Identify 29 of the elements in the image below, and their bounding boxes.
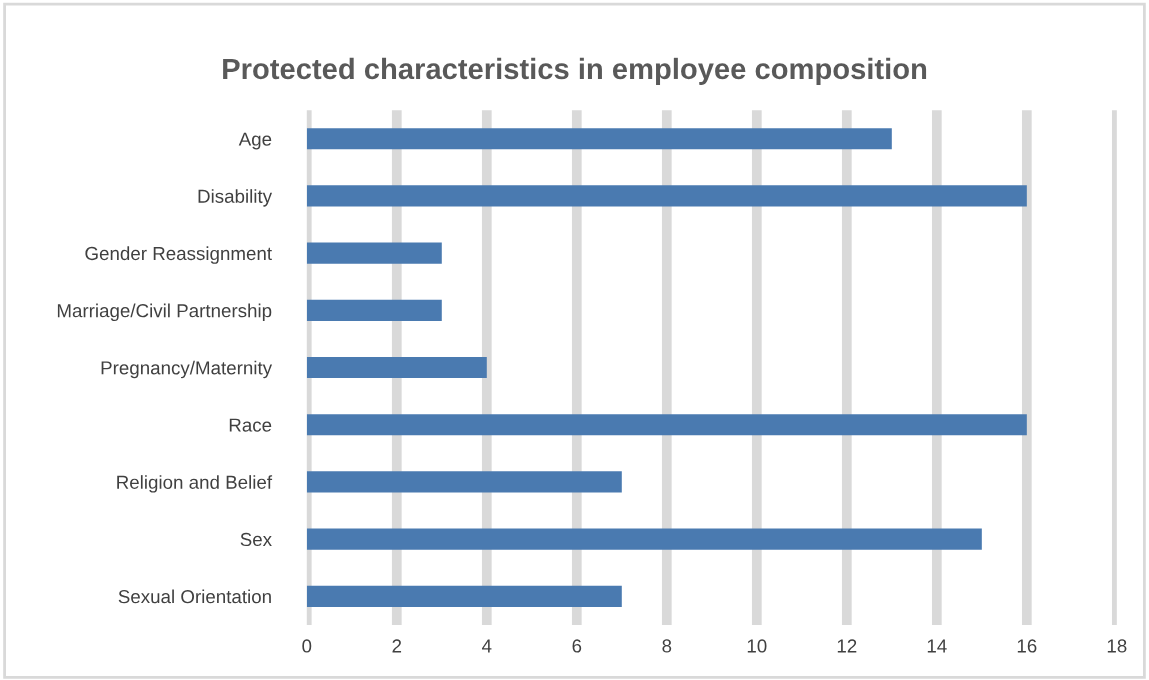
x-tick-label: 4 xyxy=(482,639,492,653)
y-tick-label: Race xyxy=(229,418,272,432)
x-tick-label: 0 xyxy=(302,639,312,653)
x-tick-label: 2 xyxy=(392,639,402,653)
x-tick-label: 8 xyxy=(662,639,672,653)
y-tick-label: Sex xyxy=(240,532,272,547)
x-tick-label: 14 xyxy=(927,639,947,653)
chart-title: Protected characteristics in employee composition xyxy=(223,57,927,85)
y-tick-label: Pregnancy/Maternity xyxy=(101,360,273,379)
y-tick-label: Disability xyxy=(198,189,273,207)
bar xyxy=(306,471,622,493)
x-tick-label: 18 xyxy=(1107,639,1127,653)
y-tick-label: Age xyxy=(238,132,272,150)
y-tick-label: Marriage/Civil Partnership xyxy=(57,303,272,322)
bar xyxy=(306,128,892,150)
bar xyxy=(306,299,442,321)
y-tick-label: Gender Reassignment xyxy=(85,246,272,264)
bar xyxy=(306,242,442,264)
x-tick-label: 12 xyxy=(837,639,857,653)
x-tick-label: 16 xyxy=(1017,639,1037,653)
bar xyxy=(306,356,487,379)
y-tick-label: Religion and Belief xyxy=(117,475,273,493)
bar xyxy=(306,585,622,607)
bar xyxy=(306,528,982,550)
bar xyxy=(306,414,1027,436)
x-tick-label: 10 xyxy=(747,639,767,653)
x-tick-label: 6 xyxy=(572,639,582,653)
y-tick-label: Sexual Orientation xyxy=(118,589,271,604)
bar xyxy=(306,185,1027,207)
